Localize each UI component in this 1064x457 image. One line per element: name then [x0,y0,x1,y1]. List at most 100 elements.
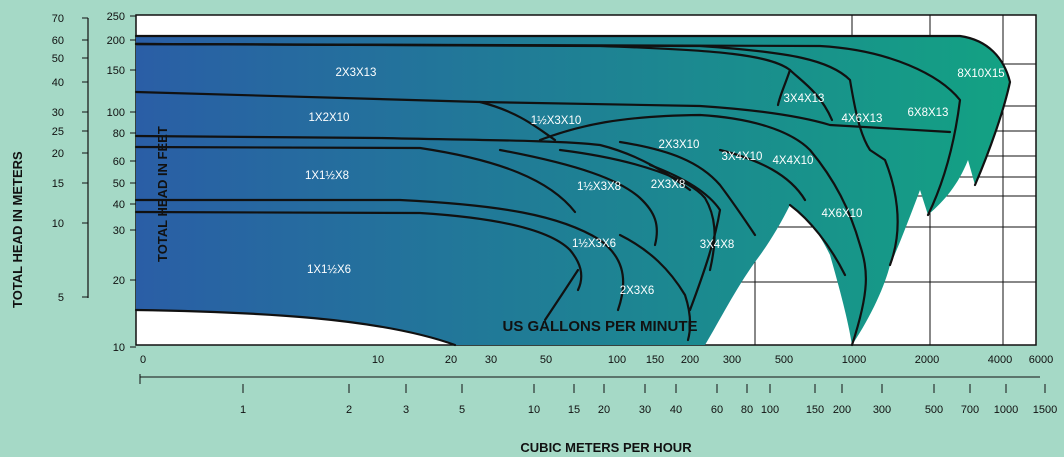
feet-tick-label: 60 [113,156,125,168]
gpm-tick-label: 500 [775,354,793,366]
m3h-tick-label: 15 [568,404,580,416]
meters-tick-label: 40 [52,77,64,89]
curve-4x6x10-lower [788,203,847,277]
feet-tick-label: 200 [107,35,125,47]
m3h-tick-label: 150 [806,404,824,416]
feet-axis: 250 200 150 100 80 60 50 40 30 20 10 [107,11,136,354]
feet-tick-label: 30 [113,225,125,237]
gpm-tick-label: 200 [681,354,699,366]
m3h-tick-label: 3 [403,404,409,416]
gpm-tick-label: 100 [608,354,626,366]
pump-label: 1X1½X8 [305,170,349,182]
m3h-tick-label: 60 [711,404,723,416]
gpm-axis-title: US GALLONS PER MINUTE [502,318,697,335]
meters-tick-label: 70 [52,13,64,25]
pump-label: 2X3X13 [336,67,377,79]
m3h-tick-label: 1500 [1033,404,1057,416]
gpm-tick-label: 1000 [842,354,866,366]
feet-tick-label: 50 [113,178,125,190]
gpm-tick-label: 10 [372,354,384,366]
m3h-tick-label: 2 [346,404,352,416]
curve-3x4x13 [134,42,792,107]
m3h-tick-label: 1000 [994,404,1018,416]
m3h-tick-label: 80 [741,404,753,416]
meters-tick-label: 10 [52,218,64,230]
gpm-axis: 0 10 20 30 50 100 150 200 300 500 1000 2000 4000 6000 [140,354,1053,366]
curve-1-5x3x6 [134,210,583,292]
pump-label: 1X2X10 [309,112,350,124]
feet-axis-title: TOTAL HEAD IN FEET [155,126,170,262]
gpm-tick-label: 20 [445,354,457,366]
pump-label: 6X8X13 [908,107,949,119]
pump-label: 3X4X10 [722,151,763,163]
m3h-tick-label: 20 [598,404,610,416]
curve-4x6x13-right [788,68,834,122]
meters-tick-label: 20 [52,148,64,160]
gpm-tick-label: 2000 [915,354,939,366]
meters-tick-label: 15 [52,178,64,190]
gpm-tick-label: 0 [140,354,146,366]
m3h-tick-label: 10 [528,404,540,416]
meters-tick-label: 50 [52,53,64,65]
meters-tick-label: 60 [52,35,64,47]
curve-3x4x10 [618,140,757,237]
m3h-tick-label: 5 [459,404,465,416]
curve-2x3x6 [618,233,692,342]
m3h-tick-label: 700 [961,404,979,416]
feet-tick-label: 10 [113,342,125,354]
pump-label: 4X6X13 [842,113,883,125]
area-bottom-boundary [134,308,457,347]
gpm-tick-label: 30 [485,354,497,366]
curve-4x6x13 [134,42,899,267]
curve-1x1-5x8 [134,145,577,214]
gpm-tick-label: 50 [540,354,552,366]
feet-tick-label: 20 [113,275,125,287]
gpm-tick-label: 6000 [1029,354,1053,366]
curve-2x3x10 [134,134,692,192]
meters-tick-label: 5 [58,292,64,304]
m3h-tick-label: 500 [925,404,943,416]
curve-4x4x10 [718,148,807,202]
m3h-tick-label: 200 [833,404,851,416]
m3h-axis-title: CUBIC METERS PER HOUR [520,440,692,455]
pump-label: 2X3X6 [620,285,655,297]
pump-curves [134,34,1012,347]
m3h-tick-label: 1 [240,404,246,416]
pump-label: 1X1½X6 [307,264,351,276]
curve-1-5x3x10 [538,113,867,347]
m3h-axis: 1 2 3 5 10 15 20 30 40 60 80 100 150 200 300 500 700 1000… [139,374,1057,416]
feet-tick-label: 150 [107,65,125,77]
meters-axis: 70 60 50 40 30 25 20 15 10 5 [52,13,89,304]
pump-label: 8X10X15 [957,68,1004,80]
curve-1x2x10-upper [478,100,952,134]
curve-3x4x8 [648,163,722,312]
feet-tick-label: 100 [107,107,125,119]
curve-1-5x3x8 [498,148,658,247]
pump-label: 2X3X8 [651,179,686,191]
curve-1-5x3x6-lower [543,268,580,322]
pump-label: 1½X3X8 [577,181,621,193]
pump-label: 3X4X13 [784,93,825,105]
meters-tick-label: 30 [52,107,64,119]
curve-6x8x13 [134,42,962,217]
pump-labels: 2X3X13 1X2X10 1X1½X8 1X1½X6 1½X3X10 1½X3X8 1½X… [305,67,1005,297]
m3h-tick-label: 30 [639,404,651,416]
m3h-tick-label: 100 [761,404,779,416]
m3h-tick-label: 300 [873,404,891,416]
meters-tick-label: 25 [52,126,64,138]
gpm-tick-label: 4000 [988,354,1012,366]
feet-tick-label: 80 [113,128,125,140]
curve-1x1-5x6 [134,198,625,312]
feet-tick-label: 250 [107,11,125,23]
pump-label: 4X6X10 [822,208,863,220]
gpm-tick-label: 300 [723,354,741,366]
m3h-tick-label: 40 [670,404,682,416]
pump-label: 2X3X10 [659,139,700,151]
pump-label: 4X4X10 [773,155,814,167]
gpm-tick-label: 150 [646,354,664,366]
pump-label: 1½X3X10 [531,115,582,127]
pump-label: 1½X3X6 [572,238,616,250]
coverage-area [136,36,1010,345]
feet-tick-label: 40 [113,199,125,211]
